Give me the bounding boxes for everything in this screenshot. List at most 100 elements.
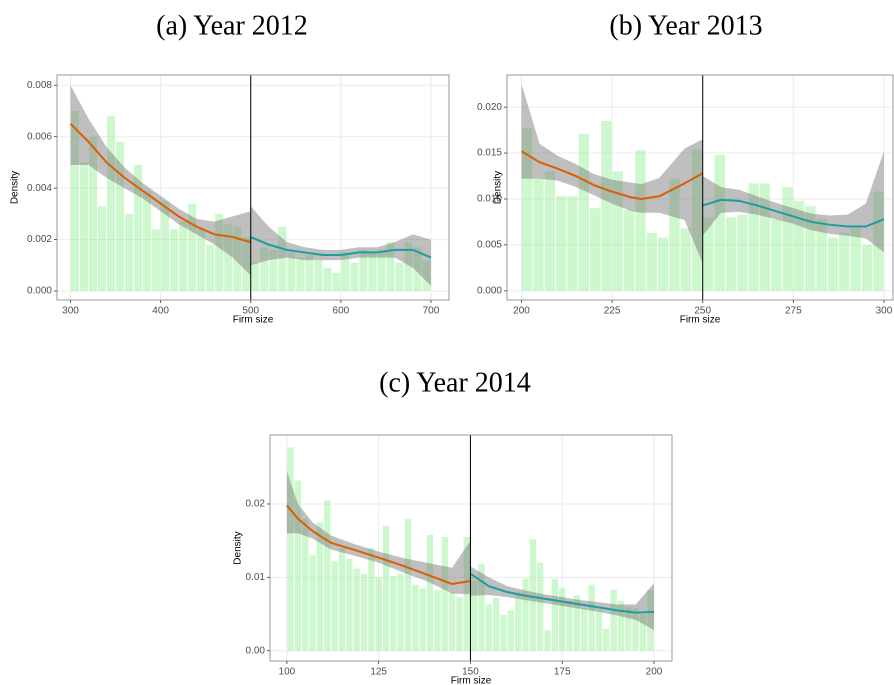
x-axis-label: Firm size (680, 315, 721, 326)
histogram-bar (657, 237, 669, 291)
histogram-bar (759, 183, 771, 291)
confidence-band (70, 85, 251, 276)
histogram-bar (251, 262, 260, 291)
histogram-bar (639, 614, 647, 651)
y-tick-label: 0.000 (27, 286, 52, 297)
histogram-bar (170, 229, 179, 291)
panel-title: (a) Year 2012 (156, 10, 308, 41)
histogram-bar (603, 628, 610, 651)
x-tick-label: 700 (423, 306, 440, 317)
plot-area (69, 85, 432, 292)
histogram-bar (353, 568, 360, 651)
histogram-bar (305, 255, 314, 291)
histogram-bar (341, 252, 350, 291)
histogram-bar (404, 518, 412, 651)
confidence-band (521, 84, 703, 264)
y-tick-label: 0.00 (246, 645, 266, 656)
histogram-bar (309, 555, 316, 651)
histogram-bar (359, 249, 368, 291)
histogram-bar (771, 219, 782, 291)
histogram-bar (646, 232, 657, 291)
histogram-bar (206, 244, 215, 291)
histogram-bar (500, 614, 507, 651)
y-axis-label: Density (233, 531, 244, 564)
histogram-bar (521, 128, 533, 291)
y-tick-label: 0.010 (477, 194, 502, 205)
histogram-bar (346, 559, 353, 651)
x-tick-label: 600 (333, 306, 350, 317)
histogram-bar (515, 592, 522, 651)
x-tick-label: 400 (152, 306, 169, 317)
histogram-bar (448, 592, 456, 651)
histogram-bar (412, 584, 419, 651)
histogram-bar (188, 203, 197, 291)
histogram-bar (179, 221, 188, 291)
histogram-bar (861, 244, 873, 291)
panel-title: (b) Year 2013 (609, 10, 762, 41)
x-tick-label: 300 (876, 306, 893, 317)
y-tick-label: 0.020 (477, 102, 502, 113)
histogram-bar (395, 262, 404, 291)
y-axis-label: Density (493, 171, 504, 204)
histogram-bar (98, 206, 107, 291)
histogram-bar (610, 589, 617, 651)
plot-frame (269, 434, 673, 662)
y-axis-label: Density (10, 171, 21, 204)
y-tick-label: 0.006 (27, 131, 52, 142)
histogram-bar (269, 249, 278, 291)
y-tick-label: 0.01 (246, 572, 266, 583)
fit-line (469, 572, 655, 614)
fit-line (69, 123, 252, 244)
histogram-bar (89, 136, 98, 291)
histogram-bar (625, 606, 632, 651)
histogram-bar (404, 242, 413, 291)
histogram-bar (680, 228, 691, 291)
histogram-bar (368, 252, 377, 291)
confidence-band (250, 206, 431, 286)
x-tick-label: 200 (513, 306, 530, 317)
histogram-bar (612, 171, 623, 291)
histogram-bar (559, 588, 566, 651)
histogram-bar (107, 116, 116, 292)
histogram-bar (134, 165, 143, 291)
histogram-bar (397, 573, 404, 651)
x-tick-label: 150 (462, 667, 479, 678)
y-tick-label: 0.002 (27, 234, 52, 245)
histogram-bar (152, 229, 161, 291)
histogram-bar (470, 581, 478, 651)
x-tick-label: 100 (279, 667, 296, 678)
histogram-bar (507, 610, 515, 651)
plot-area (520, 84, 885, 291)
histogram-bar (581, 608, 588, 651)
histogram-bar (839, 232, 850, 291)
histogram-bar (544, 630, 551, 651)
confidence-band (286, 470, 471, 595)
histogram-bar (80, 162, 89, 291)
plot-frame (506, 74, 894, 301)
x-axis-label: Firm size (233, 315, 274, 326)
fit-line (520, 150, 704, 200)
histogram-bar (782, 187, 793, 291)
histogram-bar (314, 260, 323, 291)
histogram-bar (375, 577, 382, 651)
histogram-bar (492, 597, 500, 651)
histogram-bar (669, 178, 680, 291)
histogram-bar (323, 267, 332, 291)
histogram-bar (71, 111, 80, 291)
histogram-bar (456, 597, 463, 651)
histogram-bar (703, 217, 714, 291)
histogram-bar (544, 171, 555, 291)
histogram-bar (294, 480, 302, 651)
histogram-bar (827, 237, 839, 291)
panel: (a) Year 2012 0.000 0.002 0.004 0.006 0.008 30… (10, 10, 450, 326)
histogram-bar (224, 224, 233, 291)
histogram-bar (537, 562, 544, 651)
plot-area (286, 447, 655, 651)
x-tick-label: 225 (604, 306, 621, 317)
x-tick-label: 175 (554, 667, 571, 678)
histogram-bar (816, 219, 827, 291)
histogram-bar (566, 600, 573, 651)
y-tick-label: 0.015 (477, 148, 502, 159)
histogram-bar (296, 257, 305, 291)
fit-line (702, 198, 885, 228)
